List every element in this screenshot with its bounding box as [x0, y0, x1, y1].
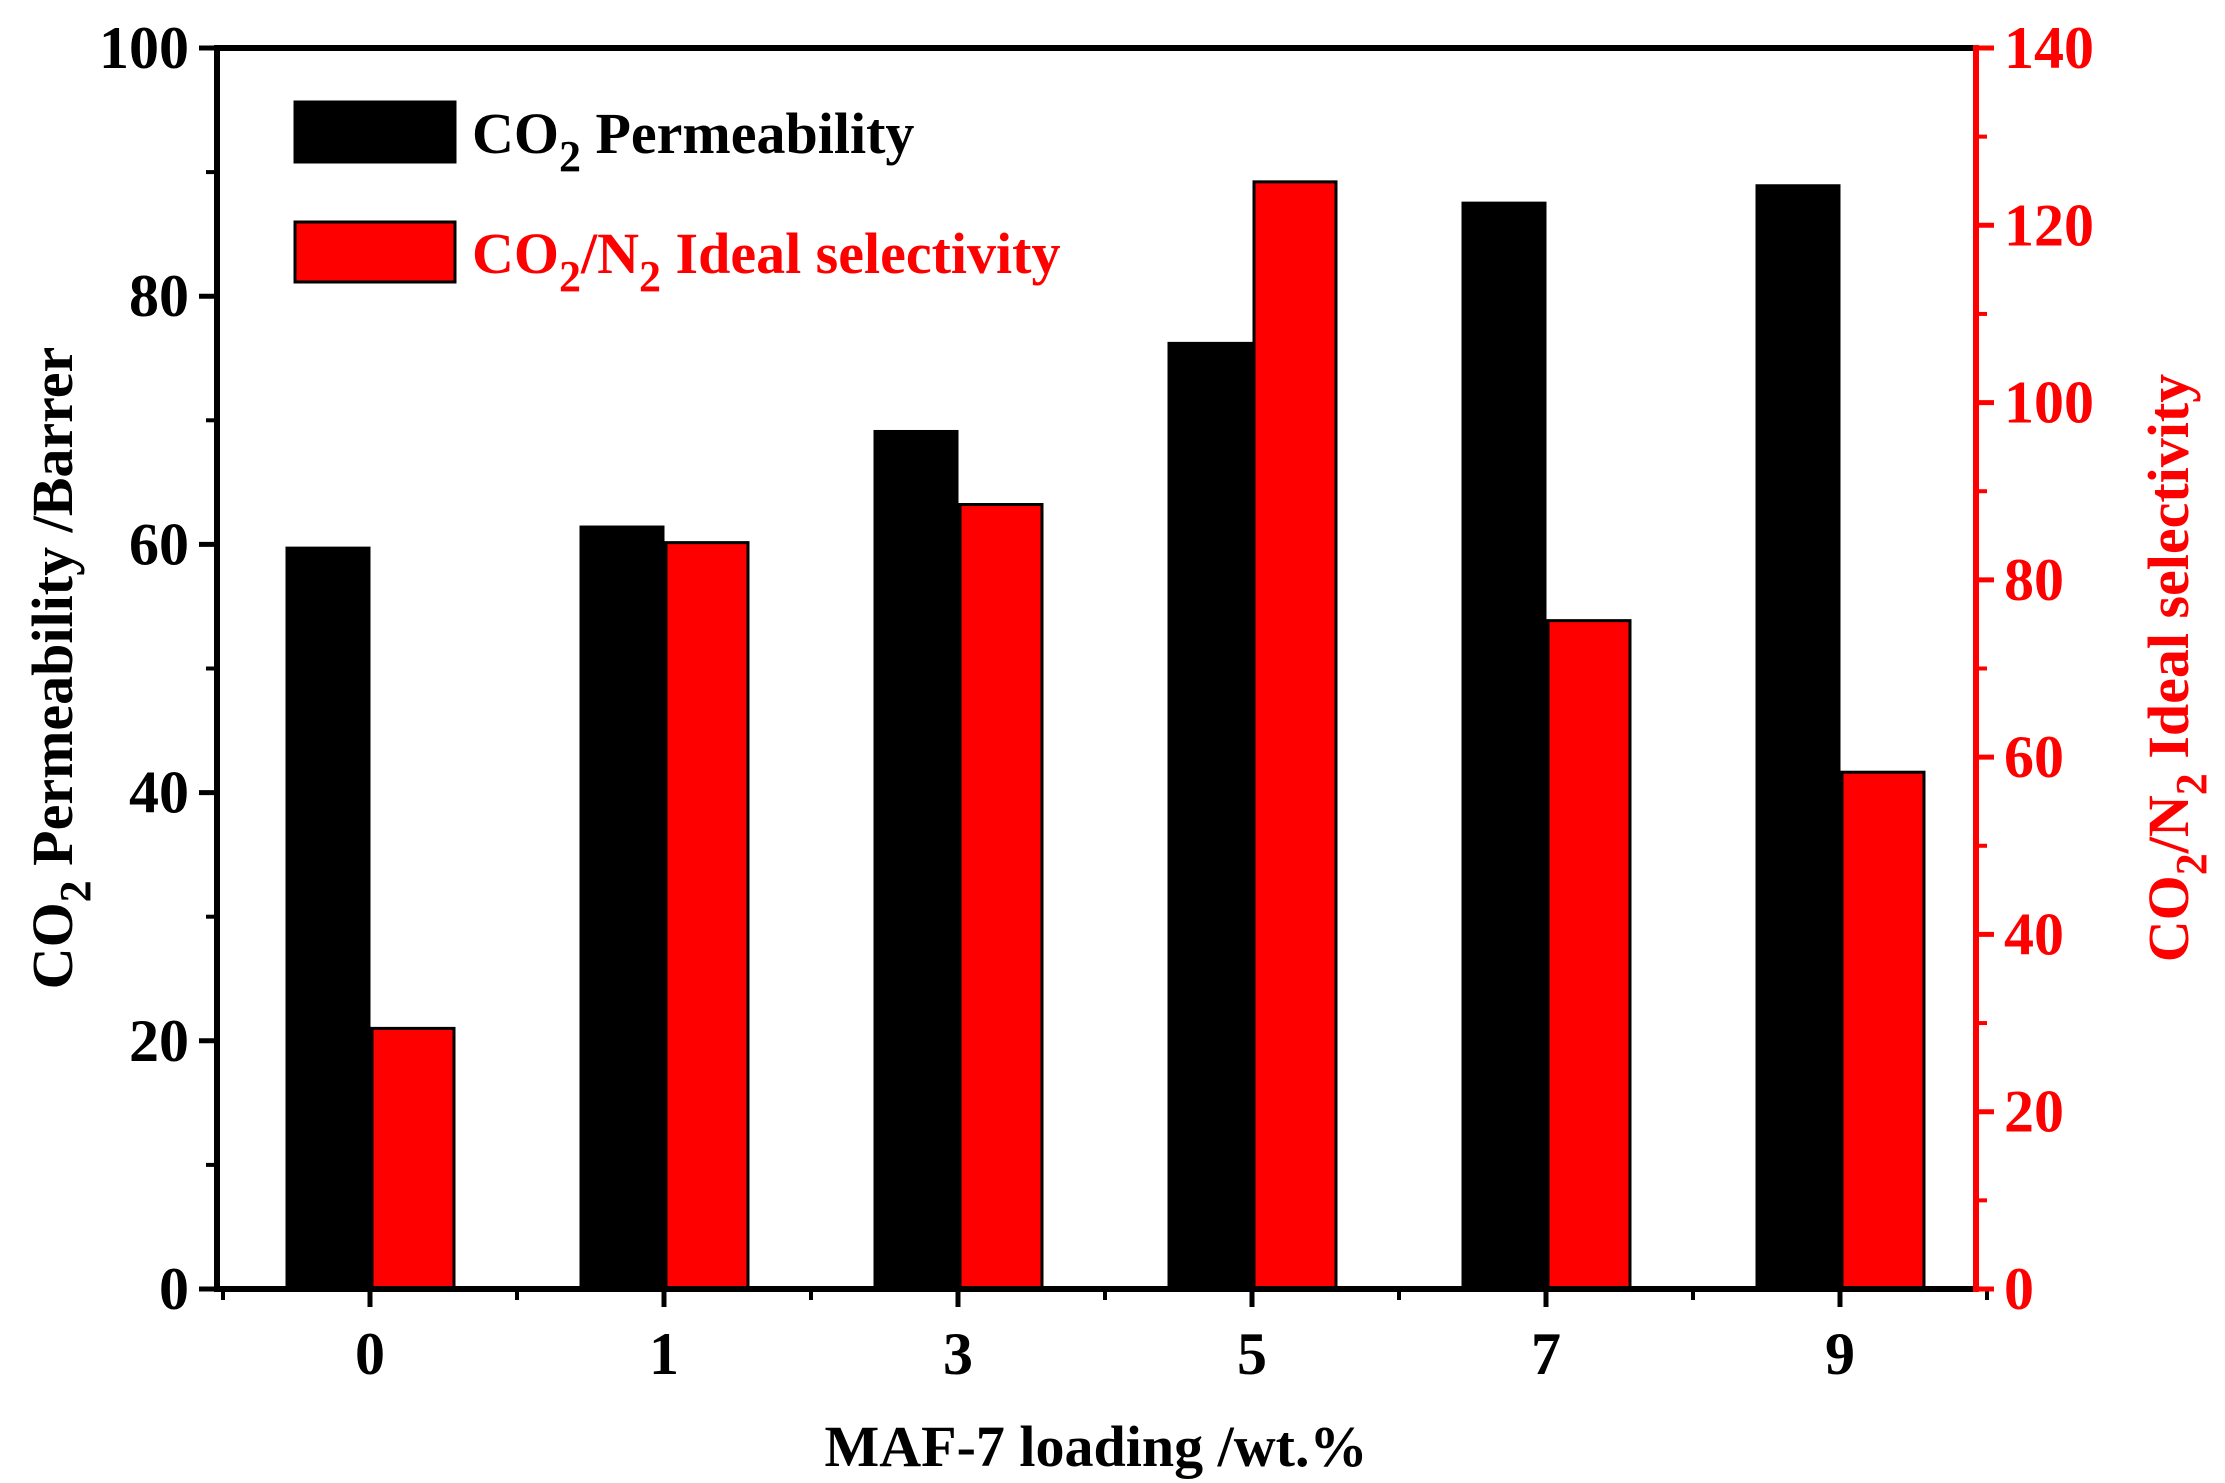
legend-swatch-permeability [293, 100, 457, 164]
bar-permeability-3 [873, 429, 959, 1291]
bar-permeability-0 [285, 546, 371, 1291]
y-axis-left-title: CO2 Permeability /Barrer [20, 347, 100, 990]
x-tick-label-7: 7 [1531, 1321, 1561, 1387]
x-tick-label-0: 0 [355, 1321, 385, 1387]
legend: CO2 Permeability CO2/N2 Ideal selectivit… [293, 100, 1060, 301]
y2-tick-label-140: 140 [2004, 15, 2094, 81]
y2-tick-label-100: 100 [2004, 370, 2094, 436]
y-tick-label-100: 100 [99, 15, 189, 81]
bar-permeability-1 [579, 525, 665, 1291]
y-tick-label-40: 40 [129, 760, 189, 826]
bar-selectivity-0 [370, 1026, 456, 1291]
x-tick-label-3: 3 [943, 1321, 973, 1387]
y-tick-label-20: 20 [129, 1008, 189, 1074]
legend-label-permeability: CO2 Permeability [472, 101, 914, 181]
legend-label-selectivity: CO2/N2 Ideal selectivity [472, 221, 1060, 301]
y-tick-label-80: 80 [129, 263, 189, 329]
tick-group: 0 1 3 5 7 9 0 20 40 60 80 100 0 20 40 60 80 100 120 140 [99, 15, 2094, 1387]
bar-group [285, 180, 1926, 1291]
bar-selectivity-9 [1840, 770, 1926, 1291]
bar-selectivity-1 [664, 541, 750, 1291]
bar-permeability-5 [1167, 341, 1253, 1291]
y2-tick-label-80: 80 [2004, 547, 2064, 613]
bar-selectivity-3 [958, 503, 1044, 1291]
y2-tick-label-60: 60 [2004, 724, 2064, 790]
legend-swatch-selectivity [293, 220, 457, 284]
x-tick-label-5: 5 [1237, 1321, 1267, 1387]
y2-tick-label-40: 40 [2004, 901, 2064, 967]
bar-selectivity-7 [1546, 619, 1632, 1291]
bar-permeability-9 [1755, 184, 1841, 1291]
y2-tick-label-120: 120 [2004, 192, 2094, 258]
y-tick-label-0: 0 [159, 1256, 189, 1322]
bar-selectivity-5 [1252, 180, 1338, 1291]
y2-tick-label-20: 20 [2004, 1079, 2064, 1145]
y2-tick-label-0: 0 [2004, 1256, 2034, 1322]
x-axis-title: MAF-7 loading /wt.% [825, 1414, 1368, 1479]
y-axis-right-title: CO2/N2 Ideal selectivity [2136, 374, 2216, 962]
y-tick-label-60: 60 [129, 511, 189, 577]
bar-permeability-7 [1461, 201, 1547, 1291]
x-tick-label-9: 9 [1825, 1321, 1855, 1387]
x-tick-label-1: 1 [649, 1321, 679, 1387]
